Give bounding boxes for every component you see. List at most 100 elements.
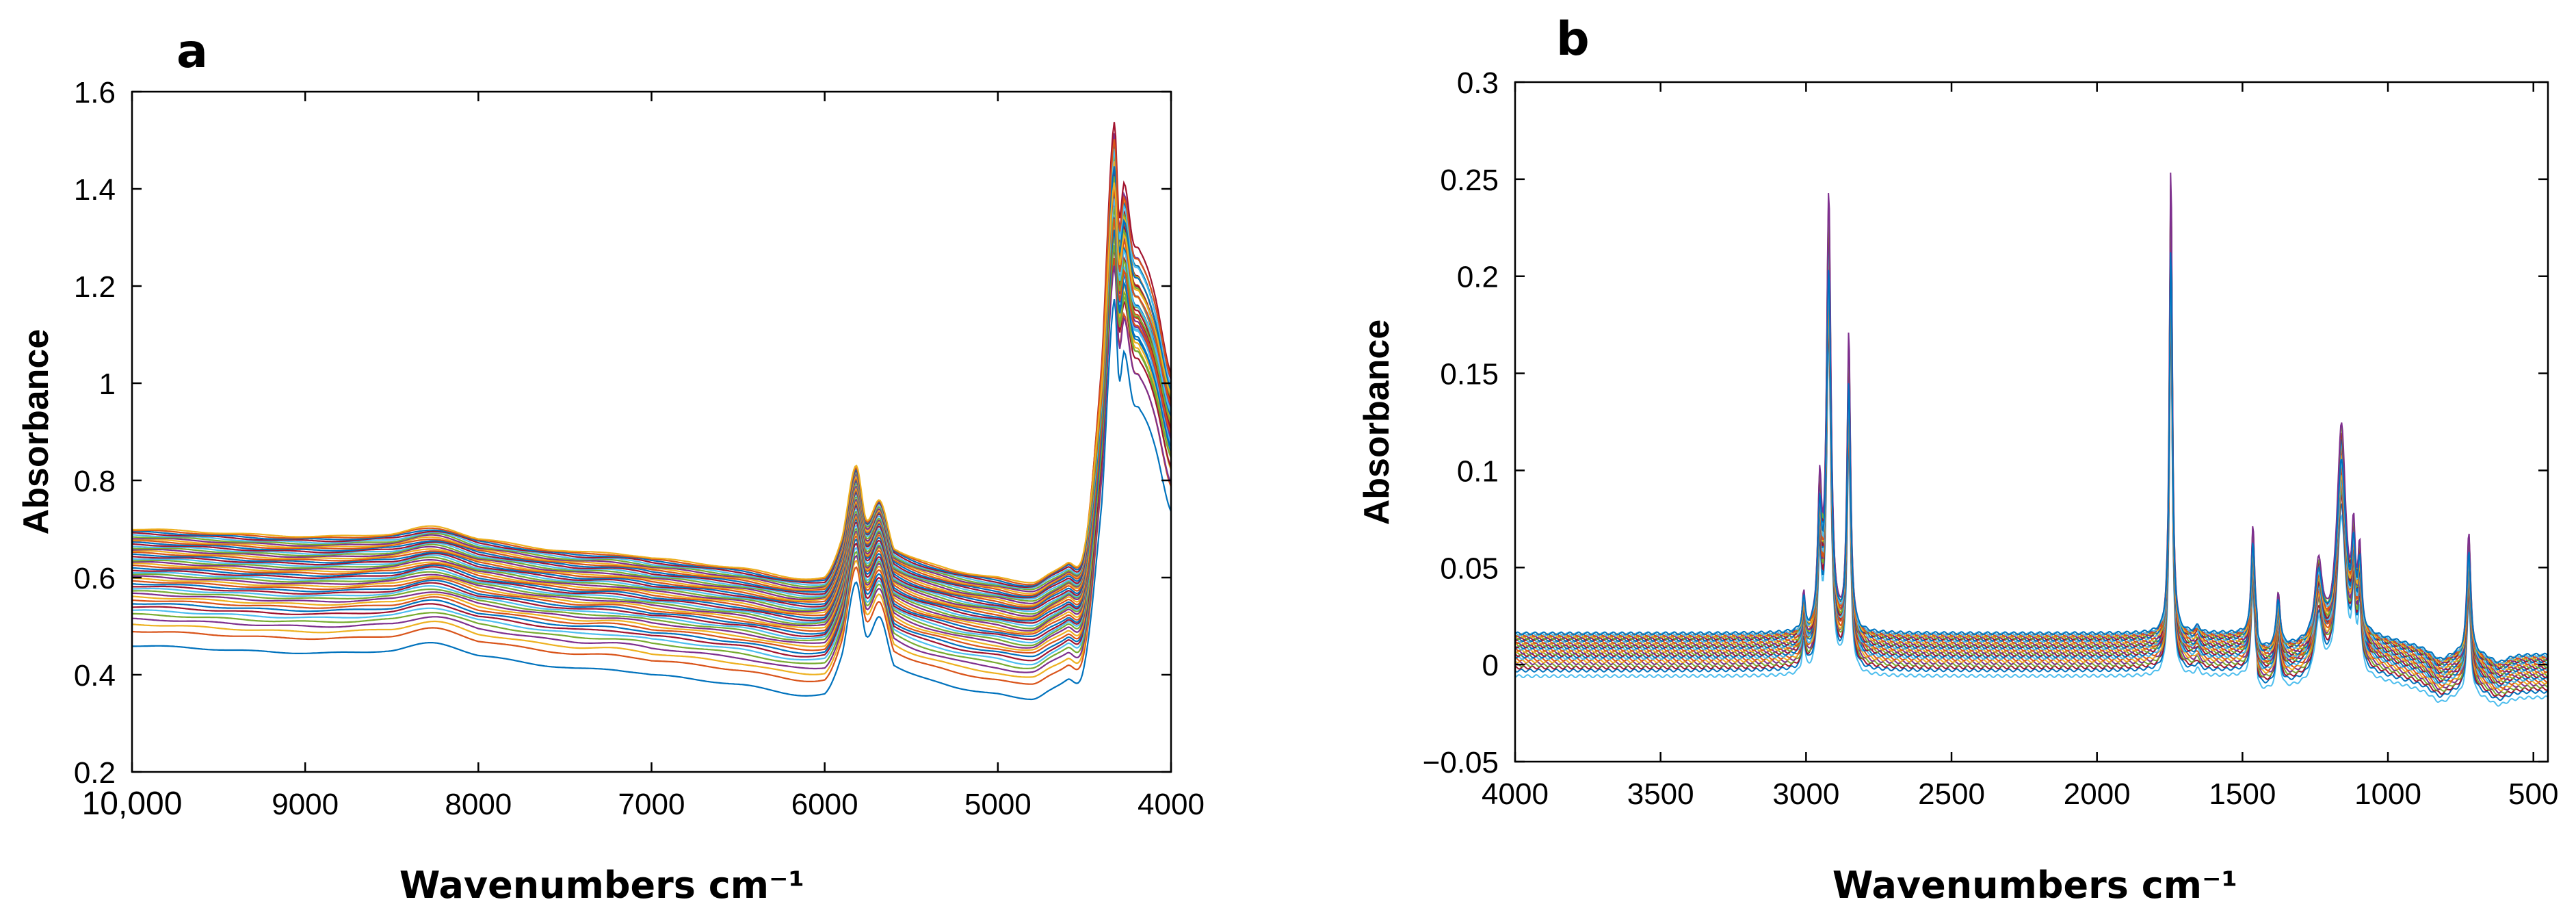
y-tick-label: 0.6 [74,562,116,595]
spectrum-line [131,230,1172,651]
y-tick-label: 1.2 [74,270,116,304]
spectrum-line [131,198,1172,600]
panel-b-label: b [1556,12,1590,66]
spectrum-line [1514,263,2548,664]
x-tick-label: 5000 [964,788,1031,821]
spectrum-line [1514,188,2549,682]
spectrum-line [1514,284,2549,696]
spectrum-line [132,182,1172,584]
spectrum-line [1514,220,2549,685]
spectrum-line [131,188,1172,597]
panel-b-x-axis-title: Wavenumbers cm⁻¹ [1832,864,2237,907]
y-tick-label: 1 [99,367,116,401]
panel-b-spectra [1514,172,2549,707]
spectrum-line [1514,244,2549,675]
y-tick-label: 0.2 [74,756,116,790]
spectrum-line [132,166,1172,587]
panel-b-axes: 4000 3500 3000 2500 2000 1500 1000 500 −0.05 0 0.0… [1423,66,2559,811]
spectrum-line [1514,231,2548,687]
spectrum-line [131,188,1172,654]
spectrum-line [1514,195,2549,669]
spectrum-line [131,203,1172,624]
spectrum-line [132,298,1172,701]
spectrum-line [1514,323,2549,707]
y-tick-label: 0.25 [1440,164,1499,197]
spectrum-line [1514,197,2549,683]
spectrum-line [1514,276,2548,678]
spectrum-line [1514,298,2549,680]
panel-a-axes: 10,000 9000 8000 7000 6000 5000 4000 0.2 0.4 0.6 0… [74,76,1205,822]
spectrum-line [132,183,1172,604]
spectrum-line [1514,251,2548,689]
x-tick-label: 500 [2508,777,2558,811]
spectrum-line [131,151,1172,610]
spectrum-line [1514,185,2549,668]
spectrum-line [131,176,1172,591]
spectrum-line [132,216,1172,644]
spectrum-line [132,160,1172,627]
spectrum-line [131,175,1172,622]
panel-a: a 10,000 9000 8000 7000 6000 5000 4000 0.2 0.4 0.… [16,25,1205,907]
spectrum-line [131,171,1172,599]
x-tick-label: 10,000 [82,786,183,822]
x-tick-label: 4000 [1482,777,1549,811]
spectrum-line [131,194,1172,609]
y-tick-label: 0.2 [1457,261,1499,294]
panel-a-plot-frame [131,90,1172,773]
x-tick-label: 2500 [1918,777,1985,811]
spectrum-line [132,133,1172,593]
spectrum-line [132,189,1172,630]
spectrum-line [131,161,1172,595]
y-tick-label: 1.4 [74,173,116,207]
spectrum-line [132,179,1172,612]
spectrum-line [131,206,1172,666]
spectrum-line [131,187,1172,641]
spectrum-line [1514,310,2549,701]
spectrum-line [131,201,1172,635]
spectrum-line [131,224,1172,678]
spectrum-line [1514,252,2549,664]
spectrum-line [1514,268,2549,677]
spectrum-line [1514,283,2549,667]
spectrum-line [1514,208,2549,684]
spectrum-line [1514,275,2549,666]
spectrum-line [1514,274,2548,694]
spectrum-line [1515,256,2548,675]
panel-a-spectra [131,122,1172,701]
x-tick-label: 1500 [2209,777,2276,811]
panel-b: b 4000 3500 3000 2500 2000 1500 1000 500 −0.05 0 0… [1357,12,2558,907]
x-tick-label: 7000 [618,788,685,821]
spectrum-line [132,202,1172,649]
panel-b-y-axis-title: Absorbance [1357,320,1397,526]
spectrum-line [132,247,1172,662]
spectrum-line [132,122,1172,588]
spectrum-line [132,144,1172,597]
x-tick-label: 1000 [2354,777,2421,811]
spectrum-line [131,155,1172,602]
spectrum-line [131,265,1172,673]
spectrum-line [1514,203,2549,671]
spectrum-line [131,164,1172,617]
spectrum-line [131,229,1172,637]
y-tick-label: 0.3 [1457,66,1499,100]
y-tick-label: 0.05 [1440,552,1499,585]
spectrum-line [131,218,1172,621]
spectrum-line [1514,285,2549,679]
spectrum-line [1514,264,2549,692]
spectrum-line [1514,240,2549,688]
spectrum-line [131,217,1172,658]
y-tick-label: 1.6 [74,76,116,109]
panel-a-x-axis-title: Wavenumbers cm⁻¹ [399,864,804,907]
y-tick-label: 0.1 [1457,454,1499,488]
x-tick-label: 9000 [272,788,339,821]
x-tick-label: 8000 [445,788,512,821]
spectrum-line [131,148,1172,589]
y-tick-label: 0.4 [74,659,116,693]
panel-a-label: a [176,25,208,79]
panel-b-plot-frame [1514,81,2549,763]
spectrum-line [1514,214,2548,671]
spectrum-line [131,139,1172,586]
spectrum-line [132,173,1172,634]
spectrum-line [1514,172,2549,667]
